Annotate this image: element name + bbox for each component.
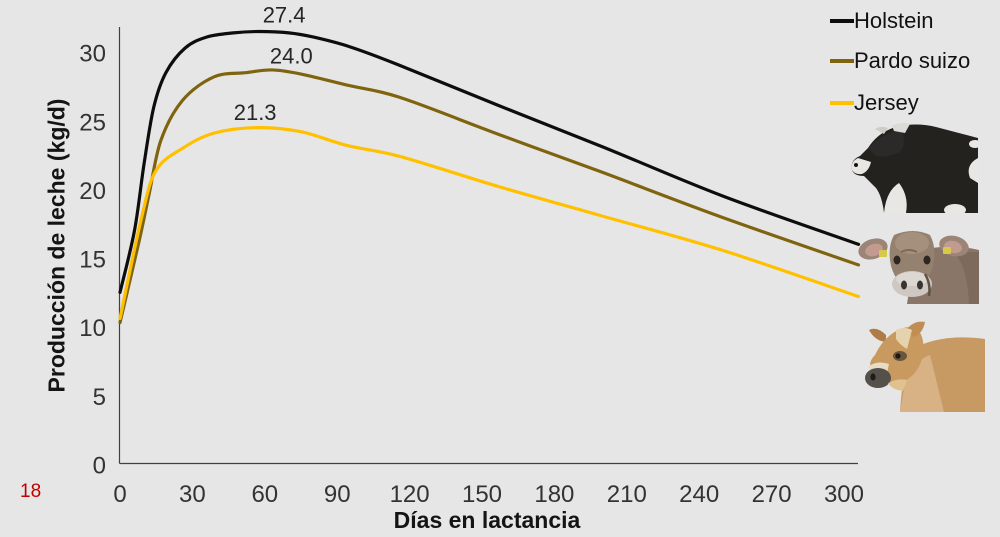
x-tick-label: 240 xyxy=(679,481,719,508)
x-tick-label: 120 xyxy=(390,481,430,508)
y-tick-label: 30 xyxy=(79,41,106,68)
x-tick-label: 90 xyxy=(324,481,351,508)
x-tick-label: 210 xyxy=(607,481,647,508)
x-tick-label: 60 xyxy=(251,481,278,508)
y-tick-label: 20 xyxy=(79,178,106,205)
y-tick-label: 25 xyxy=(79,109,106,136)
legend-label: Pardo suizo xyxy=(854,48,971,73)
holstein-line-swatch xyxy=(830,19,854,23)
y-tick-label: 15 xyxy=(79,247,106,274)
y-tick-label: 0 xyxy=(93,453,106,480)
legend-item-pardo-suizo: Pardo suizo xyxy=(830,49,970,73)
x-tick-label: 270 xyxy=(752,481,792,508)
peak-value-label: 27.4 xyxy=(263,3,306,28)
y-tick-label: 5 xyxy=(93,384,106,411)
x-tick-label: 300 xyxy=(824,481,864,508)
x-tick-label: 180 xyxy=(534,481,574,508)
x-axis-title: Días en lactancia xyxy=(393,507,581,533)
y-axis-title: Producción de leche (kg/d) xyxy=(43,98,70,393)
legend-label: Jersey xyxy=(854,90,919,115)
series-line-holstein xyxy=(118,29,861,294)
y-tick-label: 10 xyxy=(79,315,106,342)
jersey-cow-photo xyxy=(862,315,985,412)
legend-item-holstein: Holstein xyxy=(830,9,933,33)
holstein-cow-photo xyxy=(848,118,978,213)
peak-value-label: 24.0 xyxy=(270,44,313,69)
x-tick-label: 150 xyxy=(462,481,502,508)
series-line-jersey xyxy=(118,126,861,321)
x-tick-label: 0 xyxy=(113,481,126,508)
x-tick-label: 30 xyxy=(179,481,206,508)
legend-label: Holstein xyxy=(854,8,934,33)
legend-item-jersey: Jersey xyxy=(830,91,919,115)
series-line-pardo-suizo xyxy=(118,68,861,325)
page-number: 18 xyxy=(20,481,42,502)
peak-value-label: 21.3 xyxy=(234,100,277,125)
pardo-suizo-line-swatch xyxy=(830,59,854,63)
pardo-suizo-cow-photo xyxy=(857,222,979,304)
jersey-line-swatch xyxy=(830,101,854,105)
